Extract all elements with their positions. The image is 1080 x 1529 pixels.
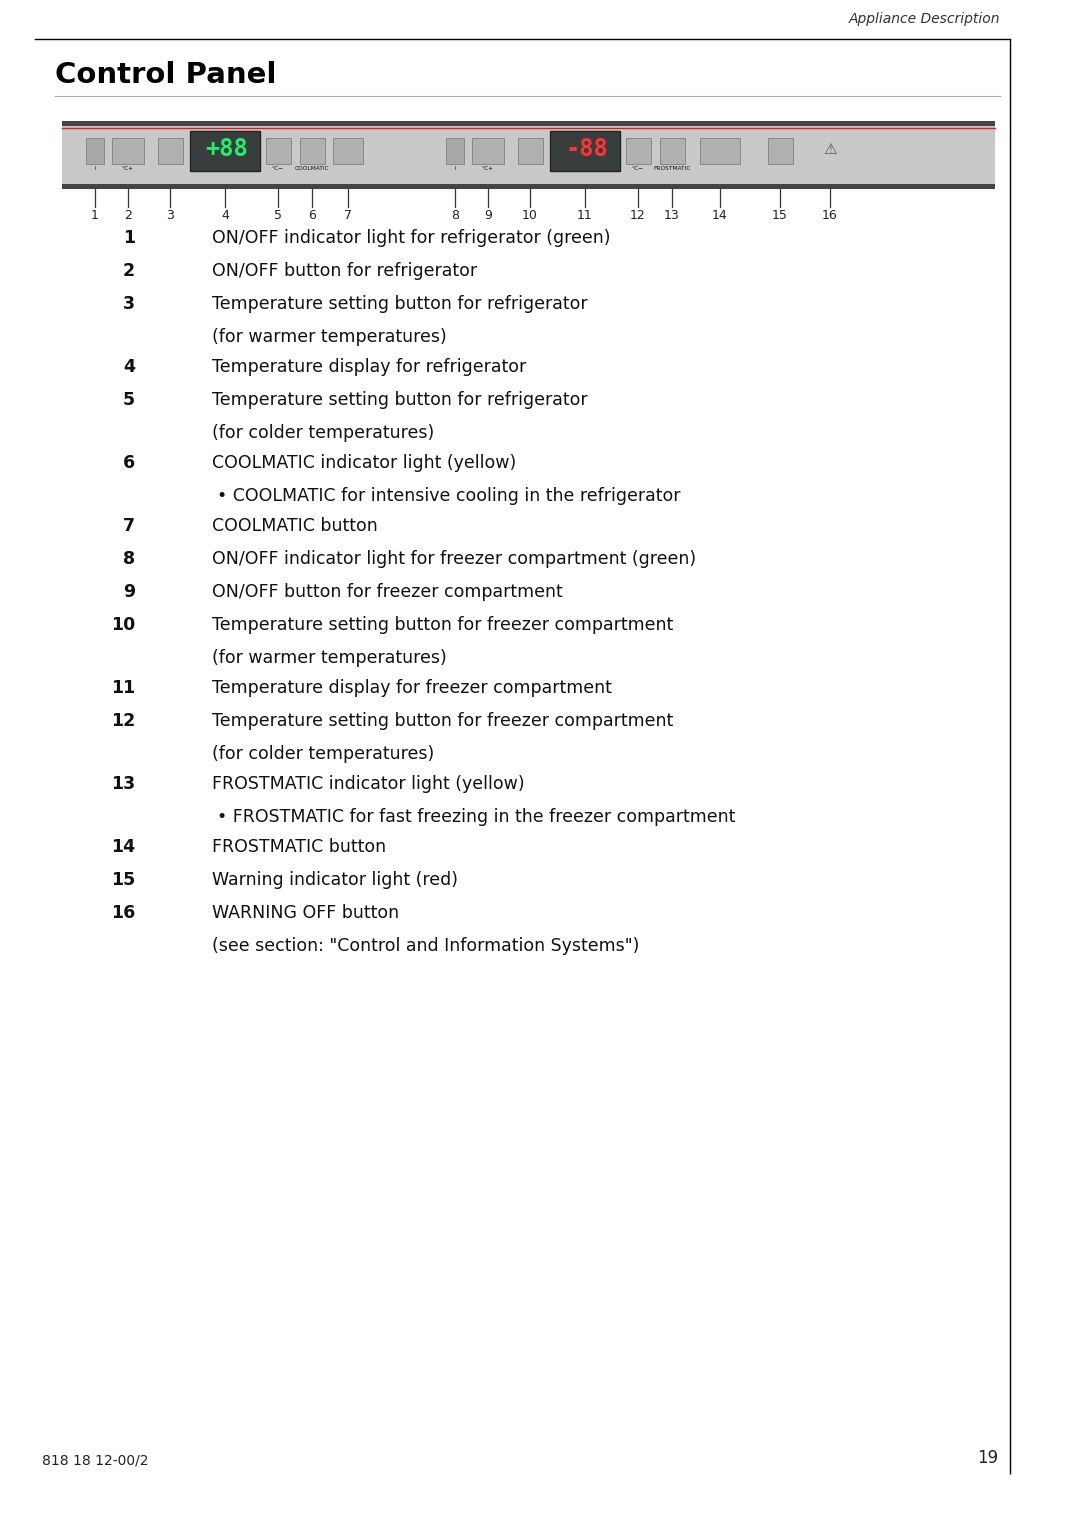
Text: 19: 19 [977, 1449, 998, 1466]
Text: l: l [455, 167, 456, 171]
Text: 2: 2 [123, 261, 135, 280]
Text: ON/OFF button for refrigerator: ON/OFF button for refrigerator [212, 261, 477, 280]
Text: (for warmer temperatures): (for warmer temperatures) [212, 648, 447, 667]
Text: 10: 10 [522, 209, 538, 222]
Text: 8: 8 [451, 209, 459, 222]
Text: (for warmer temperatures): (for warmer temperatures) [212, 329, 447, 346]
Text: Temperature setting button for freezer compartment: Temperature setting button for freezer c… [212, 713, 673, 729]
Text: ON/OFF button for freezer compartment: ON/OFF button for freezer compartment [212, 583, 563, 601]
Text: 6: 6 [308, 209, 316, 222]
Text: Control Panel: Control Panel [55, 61, 276, 89]
Text: 3: 3 [123, 295, 135, 313]
Text: 14: 14 [111, 838, 135, 856]
Text: (see section: "Control and Information Systems"): (see section: "Control and Information S… [212, 937, 639, 956]
Text: Temperature display for freezer compartment: Temperature display for freezer compartm… [212, 679, 612, 697]
Text: Temperature setting button for freezer compartment: Temperature setting button for freezer c… [212, 616, 673, 635]
Text: 14: 14 [712, 209, 728, 222]
Text: °C+: °C+ [482, 167, 494, 171]
Text: -88: -88 [566, 138, 608, 161]
Text: WARNING OFF button: WARNING OFF button [212, 904, 400, 922]
Bar [768, 138, 793, 164]
Text: FROSTMATIC button: FROSTMATIC button [212, 838, 387, 856]
Bar [333, 138, 363, 164]
Text: °C−: °C− [632, 167, 644, 171]
Text: FROSTMATIC: FROSTMATIC [653, 167, 691, 171]
Bar [660, 138, 685, 164]
Bar [86, 138, 104, 164]
Text: ON/OFF indicator light for refrigerator (green): ON/OFF indicator light for refrigerator … [212, 229, 610, 248]
Text: • FROSTMATIC for fast freezing in the freezer compartment: • FROSTMATIC for fast freezing in the fr… [217, 807, 735, 826]
Text: 12: 12 [111, 713, 135, 729]
Text: 10: 10 [111, 616, 135, 635]
Text: 4: 4 [123, 358, 135, 376]
Text: 11: 11 [577, 209, 593, 222]
Bar [299, 138, 324, 164]
Text: l: l [94, 167, 96, 171]
Text: FROSTMATIC indicator light (yellow): FROSTMATIC indicator light (yellow) [212, 775, 525, 794]
Bar [158, 138, 183, 164]
Text: 13: 13 [664, 209, 680, 222]
Bar [62, 183, 995, 190]
Bar [62, 121, 995, 190]
Text: 9: 9 [484, 209, 491, 222]
Text: ON/OFF indicator light for freezer compartment (green): ON/OFF indicator light for freezer compa… [212, 550, 697, 567]
Text: 12: 12 [630, 209, 646, 222]
Bar [446, 138, 464, 164]
Text: COOLMATIC indicator light (yellow): COOLMATIC indicator light (yellow) [212, 454, 516, 472]
Text: 15: 15 [111, 872, 135, 888]
Text: Temperature setting button for refrigerator: Temperature setting button for refrigera… [212, 391, 588, 408]
Text: °C−: °C− [272, 167, 284, 171]
Bar [190, 131, 260, 171]
Bar [625, 138, 650, 164]
Bar [112, 138, 144, 164]
Text: COOLMATIC: COOLMATIC [295, 167, 329, 171]
Text: 818 18 12-00/2: 818 18 12-00/2 [42, 1453, 149, 1466]
Text: 6: 6 [123, 454, 135, 472]
Text: 11: 11 [111, 679, 135, 697]
Text: 2: 2 [124, 209, 132, 222]
Text: 8: 8 [123, 550, 135, 567]
Text: 4: 4 [221, 209, 229, 222]
Text: 15: 15 [772, 209, 788, 222]
Text: Appliance Description: Appliance Description [849, 12, 1000, 26]
Text: 5: 5 [274, 209, 282, 222]
Bar [62, 121, 995, 125]
Text: 1: 1 [123, 229, 135, 248]
Bar [266, 138, 291, 164]
Text: ⚠: ⚠ [823, 142, 837, 156]
Text: 13: 13 [111, 775, 135, 794]
Text: 5: 5 [123, 391, 135, 408]
Text: °C+: °C+ [122, 167, 134, 171]
Text: +88: +88 [205, 138, 248, 161]
Bar [700, 138, 740, 164]
Text: COOLMATIC button: COOLMATIC button [212, 517, 378, 535]
Text: 16: 16 [111, 904, 135, 922]
Bar [517, 138, 542, 164]
Bar [550, 131, 620, 171]
Bar [472, 138, 504, 164]
Text: Warning indicator light (red): Warning indicator light (red) [212, 872, 458, 888]
Text: 1: 1 [91, 209, 99, 222]
Text: 16: 16 [822, 209, 838, 222]
Text: • COOLMATIC for intensive cooling in the refrigerator: • COOLMATIC for intensive cooling in the… [217, 488, 680, 505]
Text: (for colder temperatures): (for colder temperatures) [212, 424, 434, 442]
Text: 9: 9 [123, 583, 135, 601]
Text: Temperature setting button for refrigerator: Temperature setting button for refrigera… [212, 295, 588, 313]
Text: 3: 3 [166, 209, 174, 222]
Text: Temperature display for refrigerator: Temperature display for refrigerator [212, 358, 526, 376]
Text: 7: 7 [123, 517, 135, 535]
Text: 7: 7 [345, 209, 352, 222]
Text: (for colder temperatures): (for colder temperatures) [212, 745, 434, 763]
